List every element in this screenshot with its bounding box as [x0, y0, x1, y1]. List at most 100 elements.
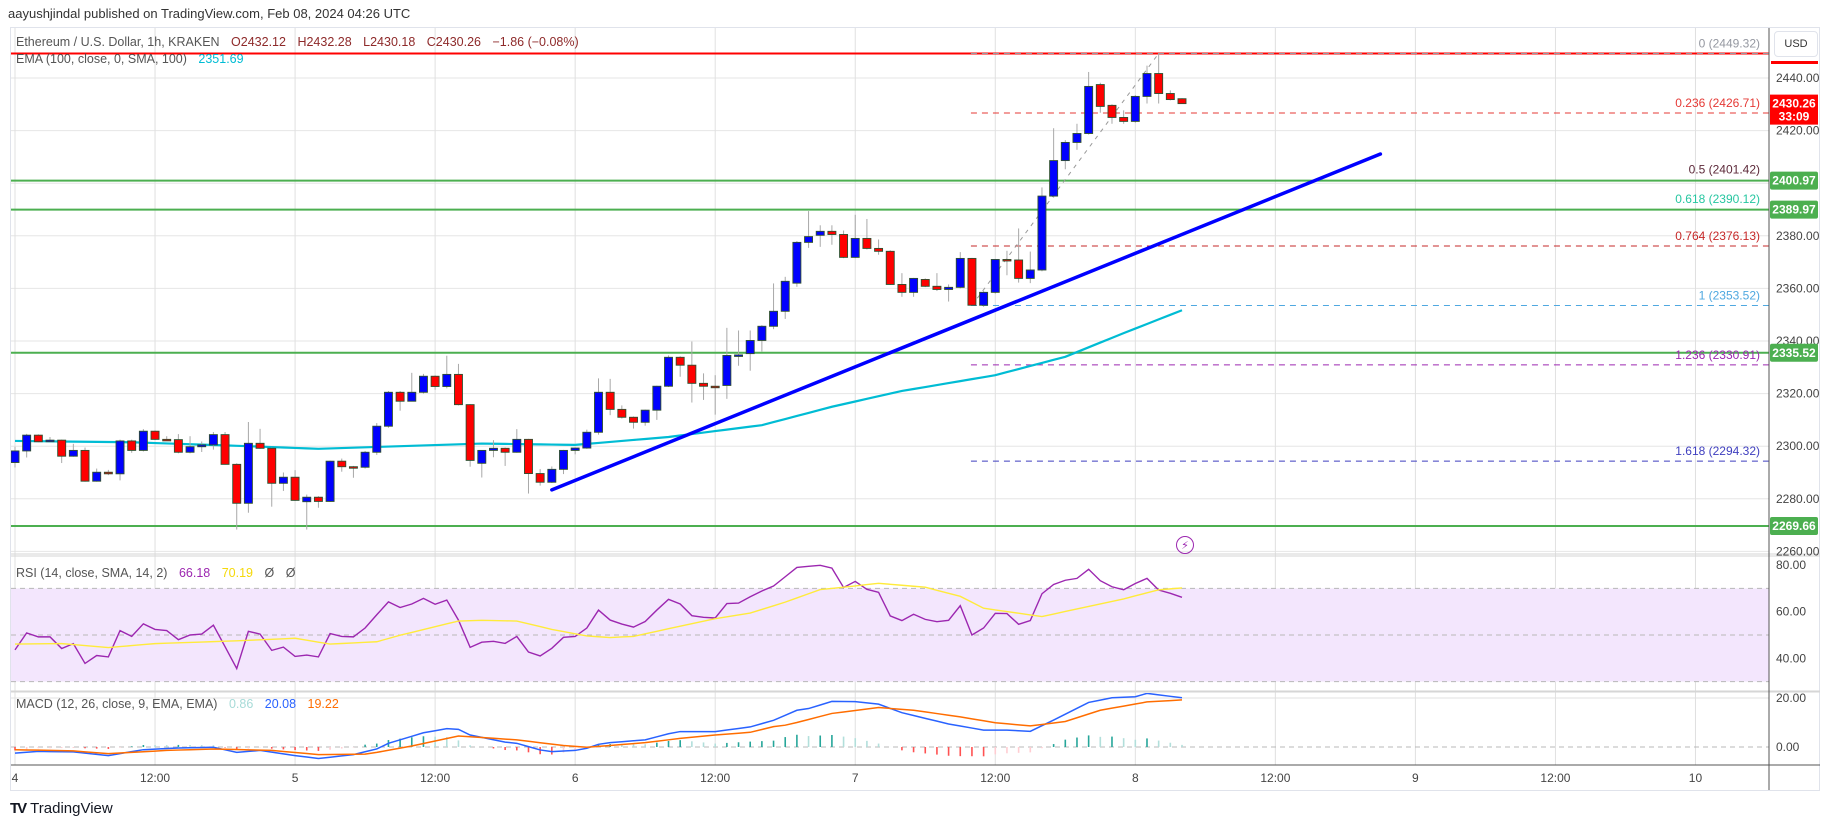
publisher-line: aayushjindal published on TradingView.co…: [8, 6, 411, 21]
bullish-candle: [570, 447, 580, 451]
fib-level-label: 0.5 (2401.42): [1689, 162, 1760, 176]
bullish-candle: [383, 391, 393, 427]
bearish-candle: [897, 284, 907, 293]
bearish-candle: [430, 375, 440, 387]
bearish-candle: [1095, 84, 1105, 107]
bullish-candle: [664, 356, 673, 387]
bullish-candle: [325, 460, 335, 502]
bullish-candle: [640, 409, 650, 423]
logo-text: TradingView: [30, 800, 113, 817]
bearish-candle: [862, 237, 872, 249]
bearish-candle: [337, 460, 347, 468]
level-price-badge-text: 2400.97: [1772, 174, 1816, 188]
last-price-text: 2430.26: [1772, 97, 1816, 111]
bullish-candle: [722, 355, 732, 386]
bearish-candle: [33, 434, 43, 443]
lightning-icon[interactable]: ⚡: [1176, 536, 1194, 554]
bullish-candle: [815, 230, 825, 236]
ema-label[interactable]: EMA (100, close, 0, SMA, 100): [16, 52, 187, 66]
candles: [11, 53, 1187, 530]
bearish-candle: [932, 285, 942, 290]
rsi-tick-label: 80.00: [1776, 558, 1806, 572]
time-tick-label: 12:00: [1260, 771, 1290, 785]
macd-line: [14, 693, 1183, 760]
bearish-candle: [220, 434, 230, 465]
time-tick-label: 7: [852, 771, 859, 785]
fib-trend-line: [971, 53, 1160, 306]
fib-level-label: 0 (2449.32): [1699, 36, 1760, 50]
fib-level-label: 0.764 (2376.13): [1675, 229, 1760, 243]
price-tick-label: 2380.00: [1776, 229, 1820, 243]
low-value: L2430.18: [363, 35, 416, 49]
legend-macd-row: MACD (12, 26, close, 9, EMA, EMA) 0.86 2…: [16, 697, 347, 711]
bearish-candle: [1165, 93, 1175, 101]
price-tick-label: 2320.00: [1776, 387, 1820, 401]
price-tick-label: 2360.00: [1776, 281, 1820, 295]
bullish-candle: [780, 280, 790, 312]
bullish-candle: [1130, 95, 1140, 122]
bearish-candle: [162, 438, 172, 442]
fib-level-label: 1.618 (2294.32): [1675, 444, 1760, 458]
bearish-candle: [290, 476, 300, 501]
level-price-badge: [1770, 171, 1818, 190]
bullish-candle: [419, 375, 428, 393]
level-price-badge-text: 2389.97: [1772, 203, 1816, 217]
macd-label[interactable]: MACD (12, 26, close, 9, EMA, EMA): [16, 697, 218, 711]
bearish-candle: [454, 373, 463, 406]
bullish-candle: [477, 449, 487, 464]
bullish-candle: [979, 291, 989, 306]
bullish-candle: [1060, 141, 1070, 162]
bearish-candle: [1154, 73, 1164, 94]
price-tick-label: 2280.00: [1776, 492, 1820, 506]
bullish-candle: [769, 310, 778, 327]
bullish-candle: [1072, 133, 1082, 143]
price-tick-label: 2420.00: [1776, 124, 1820, 138]
bullish-candle: [407, 391, 417, 402]
bullish-candle: [1084, 85, 1094, 134]
bullish-candle: [757, 325, 767, 341]
rsi-value: 66.18: [178, 566, 211, 580]
rsi-label[interactable]: RSI (14, close, SMA, 14, 2): [16, 566, 168, 580]
macd-tick-label: 20.00: [1776, 691, 1806, 705]
time-tick-label: 12:00: [140, 771, 170, 785]
bearish-candle: [1002, 259, 1012, 262]
fib-level-label: 0.236 (2426.71): [1675, 96, 1760, 110]
ema-value: 2351.69: [198, 52, 244, 66]
legend-rsi-row: RSI (14, close, SMA, 14, 2) 66.18 70.19 …: [16, 566, 303, 580]
bullish-candle: [278, 476, 288, 484]
tradingview-logo[interactable]: TV TradingView: [10, 800, 113, 817]
top-line-axis-marker: [1771, 61, 1818, 64]
bearish-candle: [80, 449, 90, 482]
symbol-title[interactable]: Ethereum / U.S. Dollar, 1h, KRAKEN: [16, 35, 220, 49]
bearish-candle: [57, 439, 67, 457]
legend-ema-row: EMA (100, close, 0, SMA, 100) 2351.69: [16, 52, 252, 66]
bearish-candle: [232, 463, 242, 504]
bullish-candle: [489, 447, 498, 451]
level-price-badge: [1770, 516, 1818, 535]
axes: 2440.002420.002380.002360.002340.002320.…: [11, 28, 1820, 790]
ascending-trendline: [550, 152, 1383, 492]
bullish-candle: [442, 373, 452, 387]
rsi-extra-2: Ø: [285, 566, 296, 580]
fib-level-label: 1.236 (2330.91): [1675, 348, 1760, 362]
bullish-candle: [582, 431, 592, 449]
bearish-candle: [500, 447, 510, 453]
time-tick-label: 5: [292, 771, 299, 785]
bullish-candle: [804, 236, 814, 243]
legend-symbol-row: Ethereum / U.S. Dollar, 1h, KRAKEN O2432…: [16, 35, 587, 49]
time-tick-label: 6: [572, 771, 579, 785]
time-tick-label: 8: [1132, 771, 1139, 785]
bullish-candle: [594, 391, 603, 433]
bullish-candle: [652, 385, 662, 411]
rsi-sma-value: 70.19: [221, 566, 253, 580]
signal-line: [14, 699, 1183, 756]
bullish-candle: [197, 444, 207, 448]
time-tick-label: 9: [1412, 771, 1419, 785]
bullish-candle: [208, 434, 218, 446]
currency-button[interactable]: USD: [1774, 31, 1818, 57]
bearish-candle: [1119, 116, 1129, 122]
macd-lines: [11, 693, 1769, 760]
open-value: O2432.12: [231, 35, 286, 49]
last-price-badge: [1770, 94, 1818, 125]
